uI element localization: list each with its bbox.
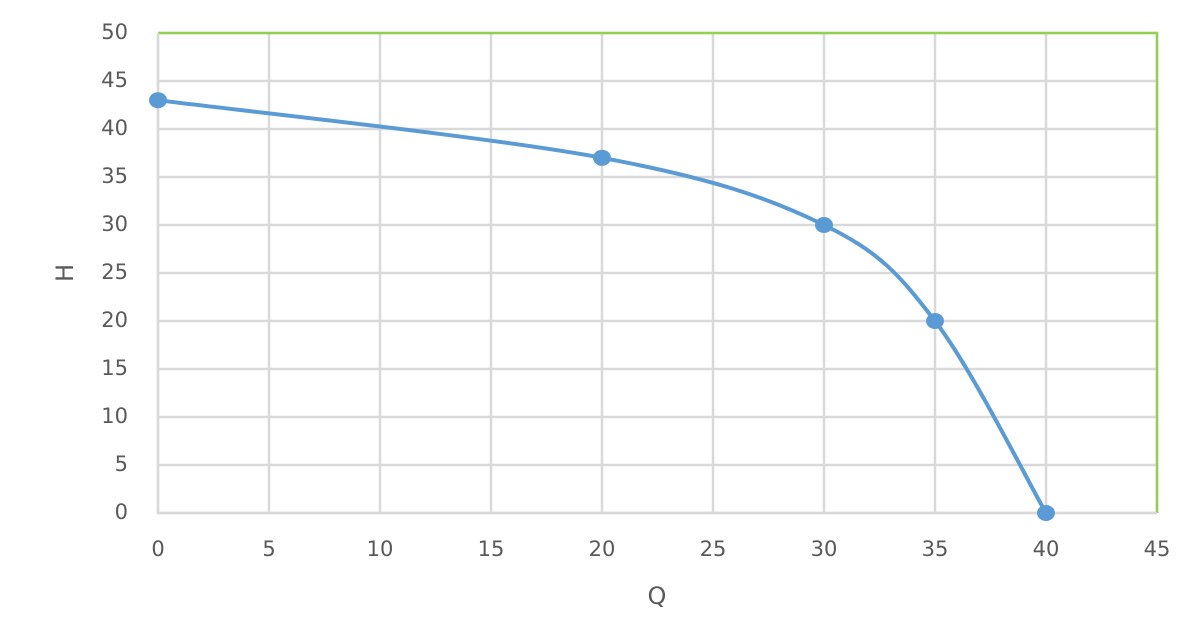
y-tick-label: 50	[101, 20, 128, 44]
x-tick-label: 15	[478, 537, 505, 561]
data-point	[149, 92, 167, 109]
y-tick-label: 0	[115, 500, 128, 524]
y-tick-label: 15	[101, 356, 128, 380]
x-tick-label: 20	[589, 537, 616, 561]
y-tick-label: 40	[101, 116, 128, 140]
y-tick-label: 35	[101, 164, 128, 188]
series-line	[157, 98, 1048, 515]
x-tick-label: 5	[262, 537, 275, 561]
data-point	[815, 217, 833, 233]
data-point	[593, 149, 611, 166]
x-tick-label: 30	[811, 537, 838, 561]
plot-border	[156, 33, 1157, 515]
data-point	[926, 313, 944, 329]
y-tick-label: 25	[101, 260, 128, 284]
y-tick-label: 20	[101, 308, 128, 332]
x-tick-label: 35	[922, 537, 949, 561]
x-tick-label: 40	[1033, 537, 1060, 561]
x-tick-label: 45	[1144, 537, 1171, 561]
y-tick-label: 5	[115, 452, 128, 476]
y-tick-label: 30	[101, 212, 128, 236]
x-tick-label: 0	[151, 537, 164, 561]
y-tick-label: 45	[101, 68, 128, 92]
plot-border	[158, 31, 1159, 513]
y-tick-label: 10	[101, 404, 128, 428]
x-tick-label: 25	[700, 537, 727, 561]
x-tick-label: 10	[367, 537, 394, 561]
data-point	[1037, 505, 1055, 521]
y-axis-title: H	[51, 264, 79, 282]
x-axis-title: Q	[648, 582, 667, 610]
